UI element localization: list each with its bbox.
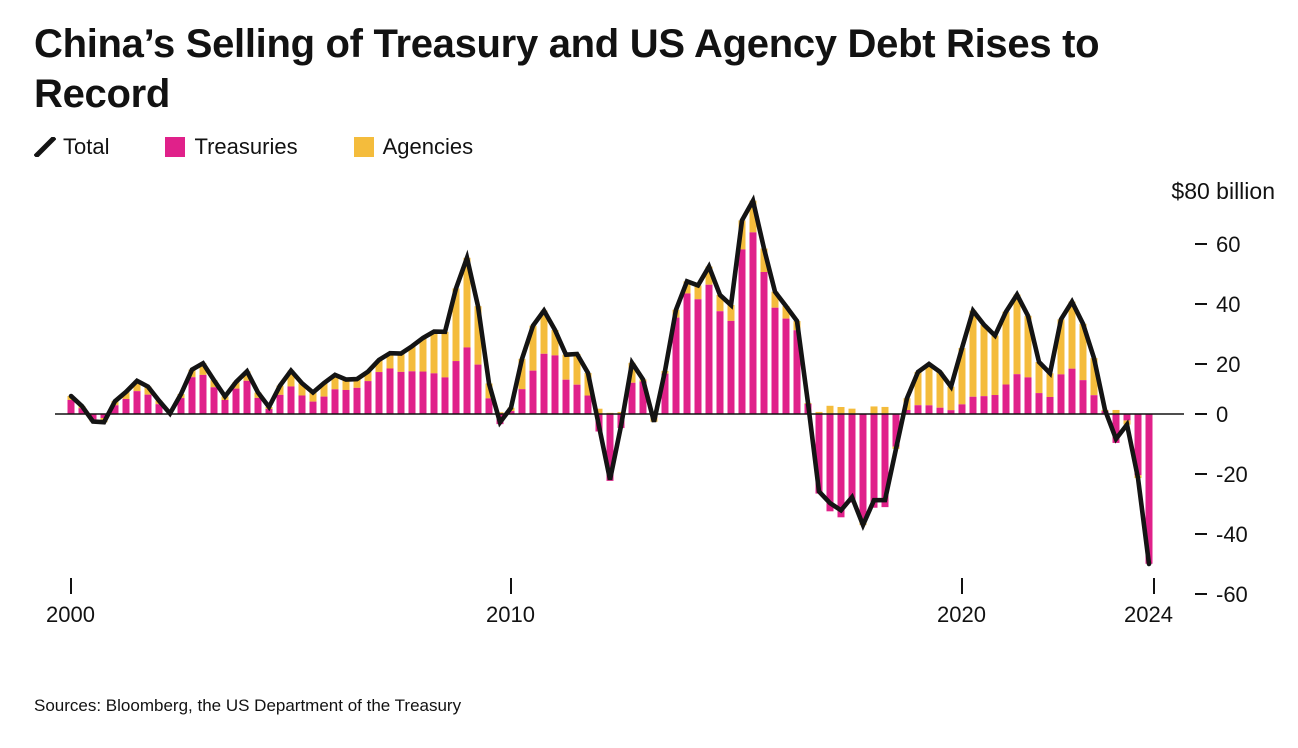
svg-text:-60: -60 [1216,582,1248,607]
svg-text:0: 0 [1216,402,1228,427]
svg-text:60: 60 [1216,232,1240,257]
svg-text:2020: 2020 [937,602,986,627]
svg-text:40: 40 [1216,292,1240,317]
svg-text:-40: -40 [1216,522,1248,547]
svg-text:2010: 2010 [486,602,535,627]
svg-text:-20: -20 [1216,462,1248,487]
svg-text:2024: 2024 [1124,602,1173,627]
svg-text:20: 20 [1216,352,1240,377]
svg-text:2000: 2000 [46,602,95,627]
